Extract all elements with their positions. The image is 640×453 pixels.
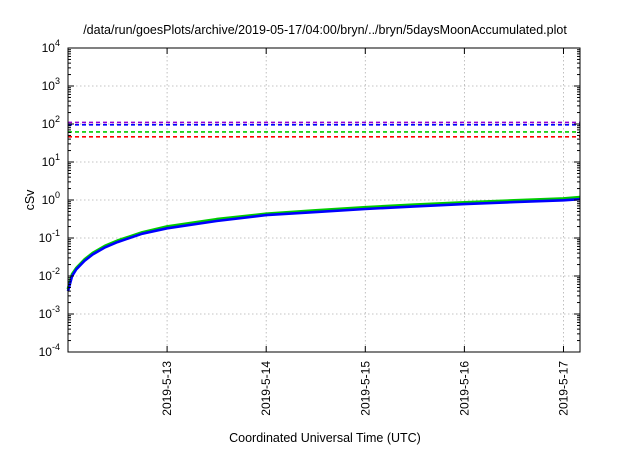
ticks (68, 47, 580, 353)
grid (68, 48, 580, 352)
x-tick-labels: 2019-5-13 2019-5-14 2019-5-15 2019-5-16 2019… (160, 361, 570, 416)
y-axis-label: cSv (23, 189, 37, 211)
x-tick-label: 2019-5-13 (160, 361, 174, 416)
x-tick-label: 2019-5-16 (457, 361, 471, 416)
y-tick-label: 10-2 (39, 266, 60, 283)
series-lines (66, 195, 581, 292)
chart-title: /data/run/goesPlots/archive/2019-05-17/0… (83, 23, 567, 37)
y-tick-label: 103 (42, 76, 60, 93)
y-tick-label: 104 (42, 38, 60, 55)
x-axis-label: Coordinated Universal Time (UTC) (229, 431, 421, 445)
x-tick-label: 2019-5-15 (358, 361, 372, 416)
y-tick-label: 100 (42, 190, 60, 207)
y-tick-label: 10-1 (39, 228, 60, 245)
y-tick-label: 10-4 (39, 342, 60, 359)
series-line (66, 197, 581, 292)
y-tick-label: 101 (42, 152, 60, 169)
y-tick-label: 102 (42, 114, 60, 131)
x-tick-label: 2019-5-17 (556, 361, 570, 416)
x-tick-label: 2019-5-14 (259, 361, 273, 416)
threshold-lines (68, 121, 580, 138)
y-tick-label: 10-3 (39, 304, 60, 321)
y-tick-labels: 10-4 10-3 10-2 10-1 100 101 102 103 104 (39, 38, 60, 359)
